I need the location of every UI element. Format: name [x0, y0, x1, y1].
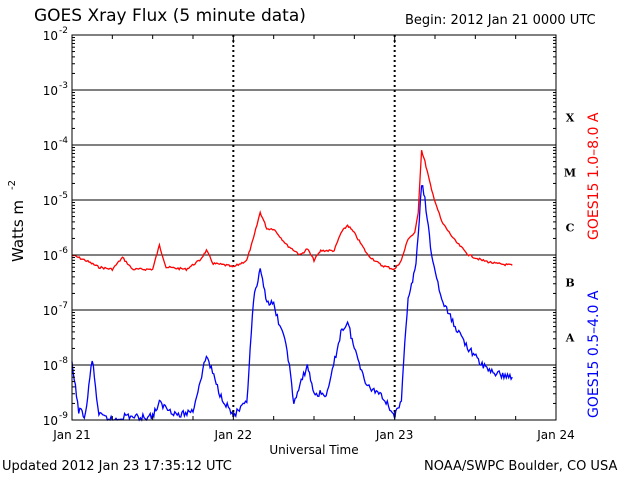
credit-text: NOAA/SWPC Boulder, CO USA	[424, 459, 618, 474]
y-tick-exponent: -5	[59, 191, 68, 201]
y-tick-label: 10	[43, 84, 58, 98]
flare-class-M: M	[564, 167, 576, 180]
y-axis-label: Watts m	[9, 200, 27, 262]
y-tick-exponent: -7	[59, 301, 68, 311]
y-tick-exponent: -9	[59, 411, 68, 421]
plot-frame	[71, 34, 557, 421]
y-tick-label: 10	[43, 194, 58, 208]
legend-series-2: GOES15 0.5–4.0 A	[586, 290, 602, 418]
x-axis-label: Universal Time	[269, 443, 358, 457]
y-tick-label: 10	[43, 139, 58, 153]
y-tick-exponent: -4	[59, 136, 68, 146]
plot-border	[71, 34, 557, 421]
axis-labels: Jan 21 Jan 22 Jan 23 Jan 24 Universal Time 10…	[7, 26, 602, 457]
updated-timestamp: Updated 2012 Jan 23 17:35:12 UTC	[2, 459, 232, 474]
legend-series-1: GOES15 1.0–8.0 A	[586, 112, 602, 240]
x-tick-label: Jan 21	[52, 428, 91, 442]
y-axis-label-exponent: -2	[7, 180, 18, 190]
y-tick-exponent: -3	[59, 81, 68, 91]
flare-class-X: X	[566, 112, 575, 125]
y-tick-exponent: -6	[59, 246, 68, 256]
x-tick-label: Jan 22	[214, 428, 253, 442]
y-tick-label: 10	[43, 29, 58, 43]
y-tick-label: 10	[43, 359, 58, 373]
chart-title: GOES Xray Flux (5 minute data)	[34, 6, 306, 26]
y-tick-label: 10	[43, 249, 58, 263]
flare-class-B: B	[565, 277, 574, 290]
y-tick-label: 10	[43, 414, 58, 428]
grid-lines	[72, 35, 556, 420]
y-tick-exponent: -8	[59, 356, 68, 366]
flare-class-C: C	[566, 222, 575, 235]
y-tick-exponent: -2	[59, 26, 68, 36]
series-line-1	[71, 150, 513, 272]
y-tick-label: 10	[43, 304, 58, 318]
series-line-2	[71, 184, 513, 422]
series-layer	[71, 150, 513, 422]
x-tick-label: Jan 24	[536, 428, 575, 442]
flare-class-A: A	[565, 332, 575, 345]
x-tick-label: Jan 23	[375, 428, 414, 442]
begin-date: Begin: 2012 Jan 21 0000 UTC	[405, 13, 596, 28]
